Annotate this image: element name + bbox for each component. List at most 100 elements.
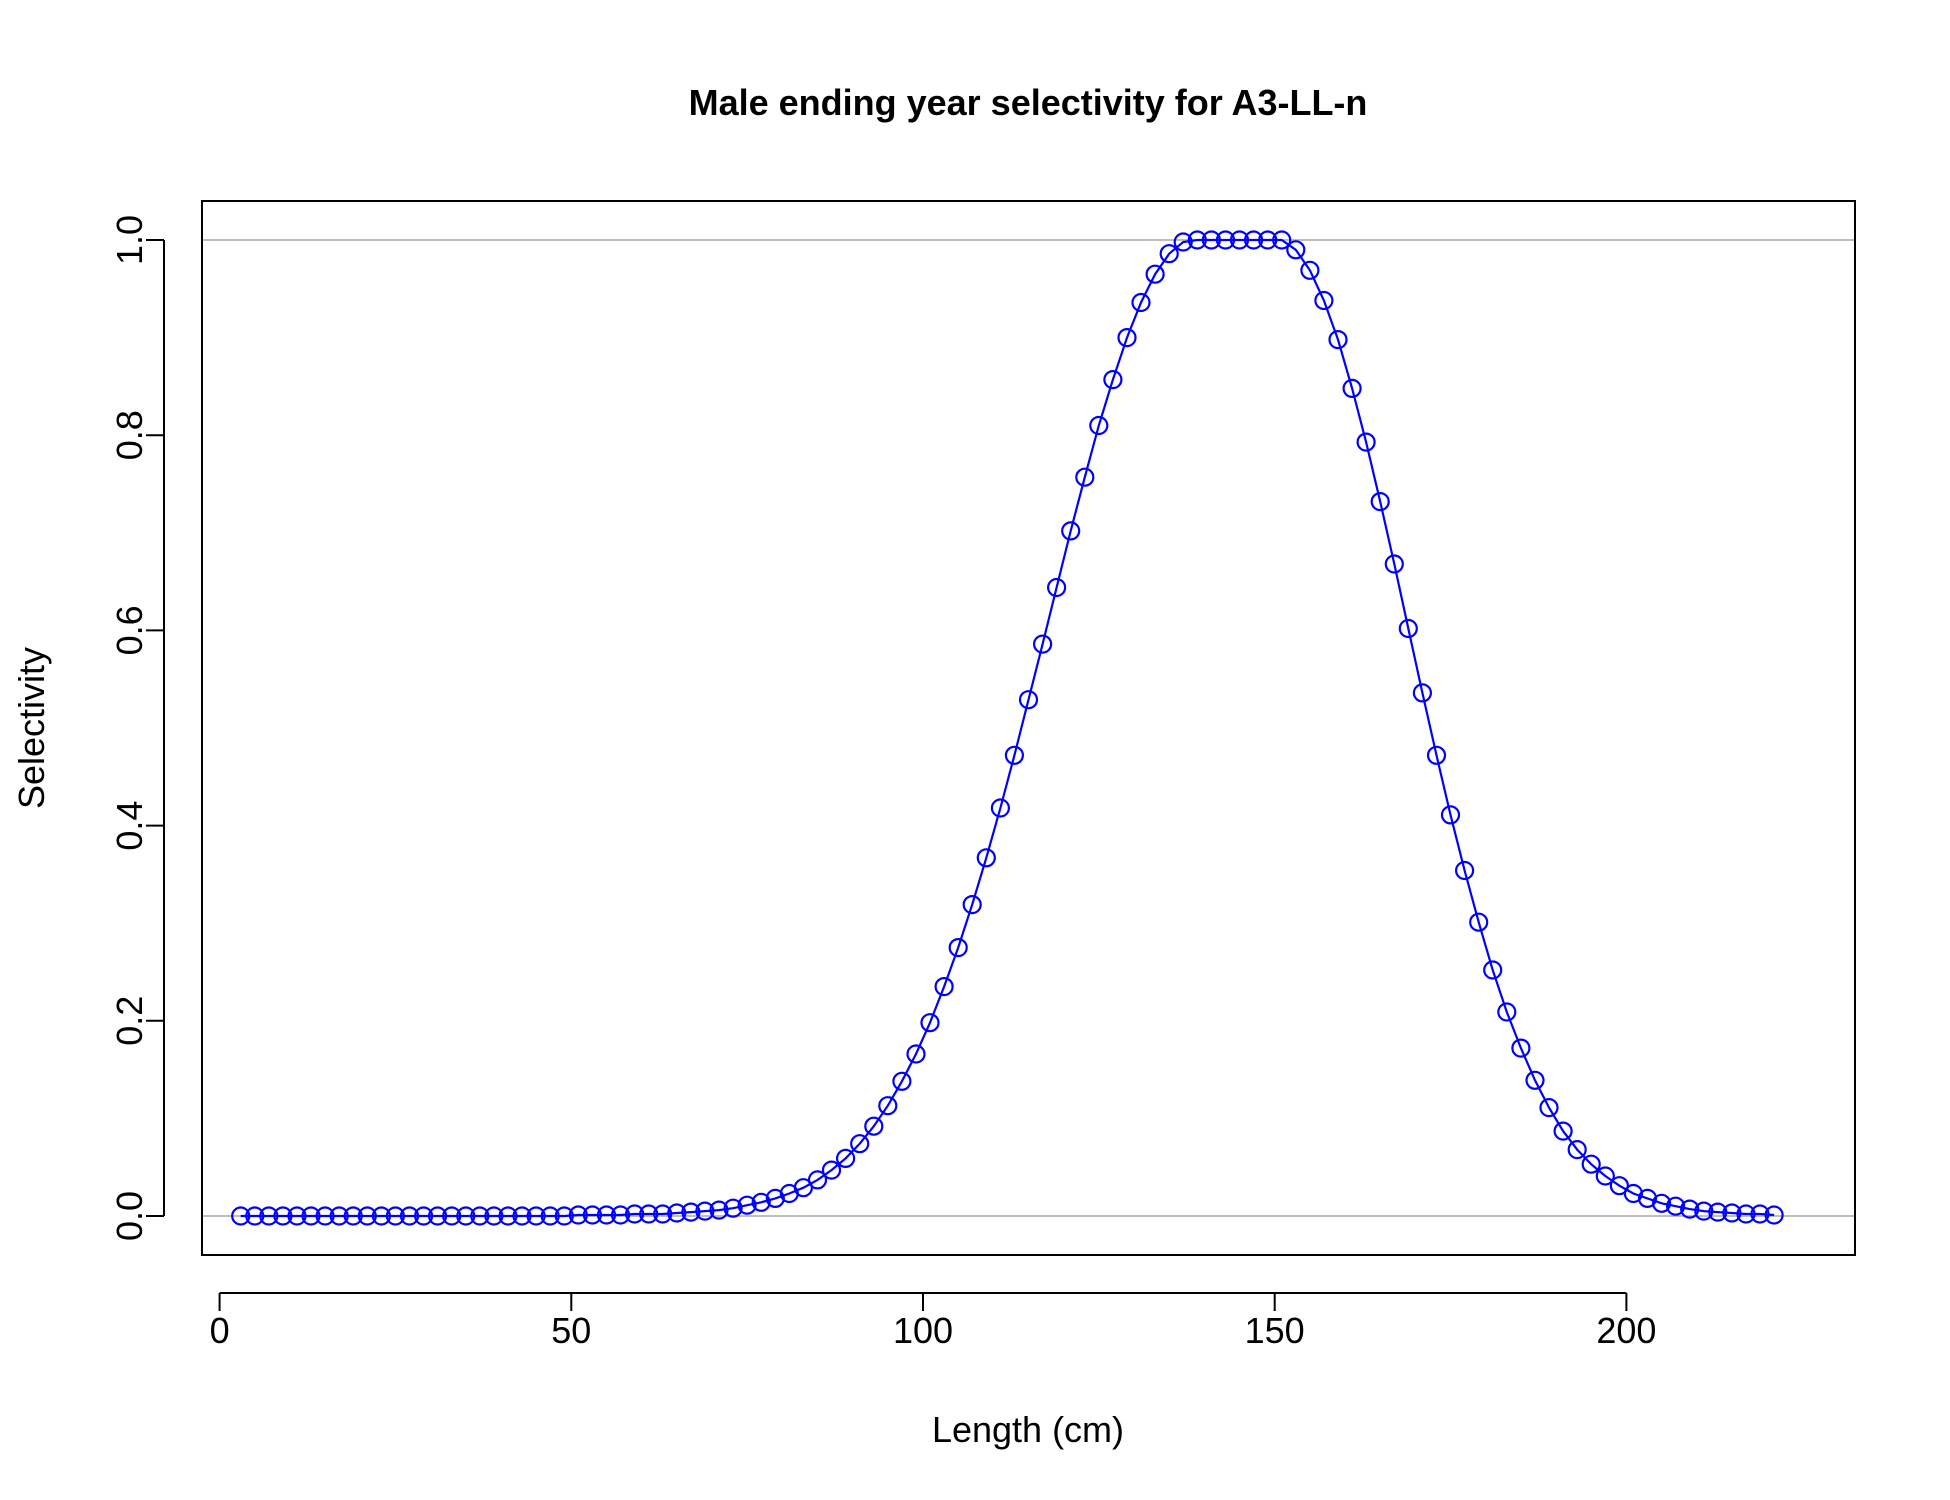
data-point <box>1145 264 1165 284</box>
data-point <box>807 1170 828 1190</box>
data-point <box>1173 232 1193 252</box>
data-point <box>835 1148 856 1169</box>
selectivity-line <box>240 238 1775 1218</box>
data-point <box>1215 230 1236 250</box>
y-tick-label: 0.6 <box>109 605 150 655</box>
data-point <box>723 1198 743 1218</box>
data-point <box>1665 1196 1686 1216</box>
data-point <box>793 1178 814 1198</box>
data-point <box>639 1204 659 1224</box>
data-point <box>343 1206 363 1226</box>
data-point <box>1398 618 1418 639</box>
data-point <box>920 1013 940 1033</box>
data-point <box>1046 577 1067 598</box>
data-point <box>990 798 1011 818</box>
data-point <box>1511 1038 1531 1058</box>
data-point <box>568 1205 588 1225</box>
data-point <box>962 894 982 915</box>
data-point <box>1567 1139 1587 1160</box>
chart-title: Male ending year selectivity for A3-LL-n <box>689 82 1368 123</box>
data-point <box>484 1206 504 1226</box>
data-point <box>1314 290 1334 311</box>
data-point <box>878 1096 898 1116</box>
data-point <box>1075 467 1095 487</box>
y-axis: 0.0 0.2 0.4 0.6 0.8 1.0 <box>109 215 165 1241</box>
data-point <box>1680 1199 1700 1219</box>
data-point <box>1103 370 1123 390</box>
y-tick-label: 0.0 <box>109 1191 150 1241</box>
data-point <box>287 1206 307 1226</box>
x-tick-label: 200 <box>1596 1310 1656 1351</box>
data-point <box>1722 1203 1742 1223</box>
x-axis: 0 50 100 150 200 <box>210 1292 1656 1351</box>
data-point <box>1356 432 1376 452</box>
data-point <box>1525 1070 1545 1090</box>
data-point <box>1497 1002 1517 1022</box>
x-tick-label: 150 <box>1245 1310 1305 1351</box>
data-point <box>1750 1204 1770 1224</box>
data-point <box>512 1206 532 1226</box>
data-point <box>934 976 954 997</box>
data-point <box>1243 230 1264 250</box>
y-tick-label: 0.8 <box>109 410 150 460</box>
data-point <box>1342 378 1362 398</box>
data-point <box>751 1192 771 1212</box>
data-point <box>1159 244 1179 264</box>
data-point <box>1229 230 1250 250</box>
data-point <box>526 1206 546 1226</box>
data-point <box>709 1200 729 1220</box>
data-point <box>442 1206 462 1226</box>
data-point <box>414 1206 434 1226</box>
data-point <box>273 1206 293 1226</box>
data-point <box>498 1206 518 1226</box>
data-point <box>1032 634 1053 654</box>
data-point <box>948 937 968 958</box>
data-point <box>1272 230 1292 250</box>
data-point <box>1581 1154 1601 1174</box>
plot-frame <box>201 200 1856 1256</box>
data-point <box>315 1206 335 1226</box>
x-axis-label: Length (cm) <box>932 1409 1124 1450</box>
data-point <box>1328 330 1348 350</box>
data-point <box>1004 745 1025 765</box>
data-point <box>231 1206 251 1226</box>
data-point <box>976 848 996 868</box>
data-point <box>1539 1097 1559 1118</box>
data-point <box>667 1203 687 1223</box>
data-point <box>1117 328 1137 348</box>
data-point <box>1089 415 1109 436</box>
data-point <box>624 1204 645 1224</box>
data-point <box>821 1160 842 1180</box>
data-point <box>1440 805 1461 825</box>
data-point <box>399 1206 420 1226</box>
x-tick-label: 50 <box>551 1310 591 1351</box>
data-point <box>1384 554 1404 574</box>
data-point <box>456 1206 476 1226</box>
data-point <box>1300 260 1320 280</box>
data-point <box>1018 690 1039 710</box>
y-tick-label: 0.2 <box>109 996 150 1046</box>
y-tick-label: 0.4 <box>109 801 150 851</box>
data-point <box>695 1201 715 1221</box>
reference-lines <box>202 239 1855 1217</box>
data-point <box>1187 230 1207 250</box>
data-point <box>765 1188 785 1209</box>
data-point <box>259 1206 279 1226</box>
data-point <box>301 1206 321 1226</box>
data-point <box>1286 240 1306 260</box>
data-point <box>1258 230 1278 250</box>
data-point <box>554 1206 574 1226</box>
x-tick-label: 100 <box>893 1310 953 1351</box>
data-point <box>1736 1204 1756 1224</box>
data-point <box>540 1206 560 1226</box>
data-point <box>1595 1166 1615 1186</box>
data-point <box>245 1206 265 1226</box>
data-point <box>737 1195 757 1215</box>
data-point <box>582 1205 603 1225</box>
selectivity-points <box>231 230 1784 1226</box>
data-point <box>596 1205 617 1225</box>
data-point <box>892 1071 912 1091</box>
data-point <box>385 1206 405 1226</box>
data-point <box>428 1206 448 1226</box>
